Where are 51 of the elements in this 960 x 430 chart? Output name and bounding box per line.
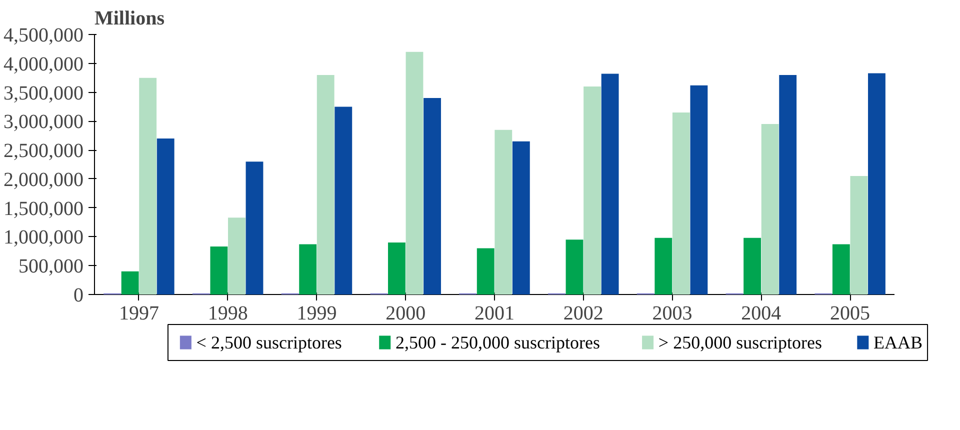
x-tick-label: 2000 xyxy=(386,302,426,324)
bar xyxy=(299,244,317,294)
y-tick-label: 4,500,000 xyxy=(4,24,84,46)
y-tick-label: 3,500,000 xyxy=(4,82,84,104)
legend-label: > 250,000 suscriptores xyxy=(658,332,822,352)
x-tick-label: 2005 xyxy=(830,302,870,324)
chart-title: Millions xyxy=(94,8,165,30)
bar xyxy=(868,73,886,294)
legend-label: EAAB xyxy=(874,332,923,352)
x-tick-label: 2003 xyxy=(652,302,692,324)
y-tick-label: 2,000,000 xyxy=(4,168,84,191)
bar xyxy=(388,242,406,294)
bar xyxy=(850,176,868,294)
y-tick-label: 0 xyxy=(74,284,84,306)
bar xyxy=(690,85,708,294)
y-tick-label: 4,000,000 xyxy=(4,53,84,76)
bar xyxy=(228,218,246,294)
bar xyxy=(512,141,530,294)
bar xyxy=(779,74,797,294)
y-tick-label: 2,500,000 xyxy=(4,140,84,162)
x-tick-label: 1997 xyxy=(118,302,159,324)
x-tick-label: 1998 xyxy=(208,302,248,324)
bar xyxy=(832,244,850,294)
y-tick-label: 1,500,000 xyxy=(4,198,84,220)
bar xyxy=(476,248,494,294)
legend-label: 2,500 - 250,000 suscriptores xyxy=(395,332,600,352)
bar xyxy=(334,106,352,294)
bar xyxy=(121,271,139,294)
bar xyxy=(424,98,441,294)
bar xyxy=(761,124,779,294)
bar xyxy=(156,138,174,294)
x-tick-label: 1999 xyxy=(296,302,337,324)
bar xyxy=(672,112,690,294)
x-tick-label: 2004 xyxy=(741,302,782,324)
bar xyxy=(316,74,334,294)
y-tick-label: 3,000,000 xyxy=(4,111,84,134)
y-tick-label: 1,000,000 xyxy=(4,226,84,249)
x-tick-label: 2001 xyxy=(474,302,514,324)
bar xyxy=(406,52,424,294)
legend-label: < 2,500 suscriptores xyxy=(196,332,342,352)
bar xyxy=(139,78,157,294)
bar xyxy=(494,130,512,294)
bar xyxy=(210,246,228,294)
bar xyxy=(246,162,264,294)
bar xyxy=(584,86,601,294)
bar xyxy=(566,240,584,294)
bar xyxy=(601,74,619,294)
bar xyxy=(744,238,761,294)
bar xyxy=(654,238,672,294)
x-tick-label: 2002 xyxy=(563,302,604,324)
y-tick-label: 500,000 xyxy=(18,256,84,278)
